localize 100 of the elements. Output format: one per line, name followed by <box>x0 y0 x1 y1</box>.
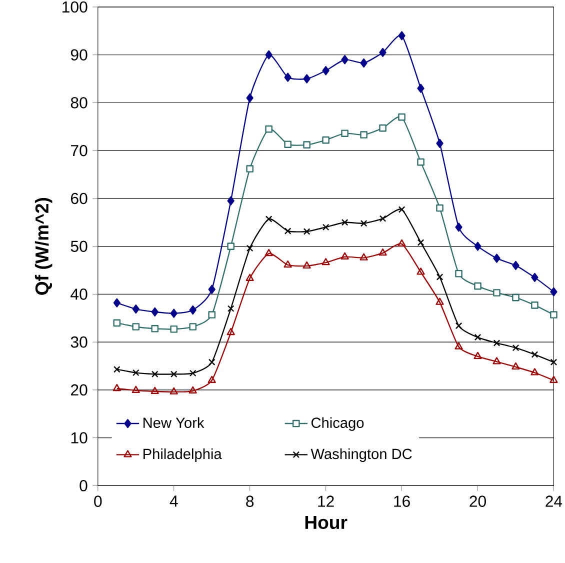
point <box>398 31 406 40</box>
point <box>530 368 539 376</box>
point <box>303 74 310 84</box>
point <box>208 376 216 384</box>
point <box>531 351 538 358</box>
point <box>132 323 140 331</box>
point <box>341 130 348 138</box>
point <box>493 340 500 347</box>
point <box>189 323 197 331</box>
point <box>360 58 368 68</box>
point <box>284 228 292 235</box>
point <box>112 384 121 392</box>
y-tick-label: 0 <box>80 480 88 492</box>
point <box>170 370 178 378</box>
point <box>492 357 501 364</box>
point <box>189 306 196 315</box>
point <box>113 298 120 308</box>
point <box>455 270 462 278</box>
point <box>550 376 558 384</box>
point <box>284 72 292 82</box>
legend-label: Philadelphia <box>144 448 222 462</box>
point <box>436 138 444 148</box>
point <box>208 311 216 319</box>
point <box>208 358 216 366</box>
x-tick-label: 12 <box>318 496 334 507</box>
point <box>360 253 368 261</box>
point <box>512 294 520 302</box>
point <box>113 366 120 373</box>
point <box>436 274 444 281</box>
point <box>322 224 330 231</box>
point <box>226 328 235 336</box>
point <box>474 242 482 252</box>
point <box>379 215 386 222</box>
point <box>170 308 178 318</box>
point <box>436 298 444 306</box>
point <box>341 219 348 226</box>
point <box>113 319 121 327</box>
point <box>512 344 520 352</box>
x-tick-label: 4 <box>170 496 178 507</box>
point <box>265 50 272 60</box>
point <box>227 196 234 206</box>
point <box>246 94 254 103</box>
point <box>151 370 158 378</box>
point <box>550 287 558 297</box>
x-tick-label: 8 <box>246 496 254 508</box>
point <box>417 239 424 246</box>
point <box>493 254 500 264</box>
point <box>322 136 330 144</box>
point <box>188 386 197 394</box>
point <box>379 48 386 58</box>
point <box>264 249 273 256</box>
point <box>340 252 349 260</box>
point <box>303 141 310 149</box>
y-tick-label: 60 <box>71 192 88 204</box>
point <box>208 285 216 294</box>
point <box>398 240 406 247</box>
point <box>512 261 520 270</box>
point <box>265 126 272 133</box>
point <box>132 386 140 394</box>
point <box>512 362 520 370</box>
point <box>531 302 538 310</box>
point <box>341 55 348 64</box>
point <box>246 165 254 173</box>
point <box>493 289 500 297</box>
point <box>455 222 462 232</box>
point <box>302 262 311 269</box>
point <box>454 342 463 350</box>
x-tick-label: 24 <box>546 496 562 507</box>
point <box>227 242 235 250</box>
point <box>284 260 292 268</box>
y-tick-label: 50 <box>70 240 88 252</box>
point <box>151 325 159 332</box>
point <box>132 304 140 314</box>
y-tick-label: 10 <box>71 432 88 444</box>
point <box>398 206 406 214</box>
point <box>417 84 424 94</box>
point <box>284 140 292 148</box>
y-tick-label: 80 <box>70 97 88 109</box>
point <box>360 220 368 227</box>
point <box>550 311 558 319</box>
point <box>246 244 254 252</box>
point <box>379 124 386 132</box>
point <box>322 66 330 76</box>
legend-label: Washington DC <box>310 448 412 462</box>
point <box>531 273 538 282</box>
point <box>189 370 196 377</box>
point <box>132 369 140 376</box>
point <box>151 307 158 317</box>
legend-label: New York <box>144 417 204 428</box>
y-tick-label: 70 <box>71 145 88 156</box>
point <box>474 282 482 290</box>
point <box>246 274 254 282</box>
y-tick-label: 20 <box>70 384 88 396</box>
point <box>455 322 462 330</box>
point <box>398 114 406 121</box>
x-tick-label: 16 <box>394 496 410 508</box>
y-tick-label: 30 <box>70 336 88 348</box>
y-tick-label: 90 <box>70 49 88 61</box>
x-tick-label: 0 <box>94 496 102 508</box>
point <box>474 352 482 360</box>
